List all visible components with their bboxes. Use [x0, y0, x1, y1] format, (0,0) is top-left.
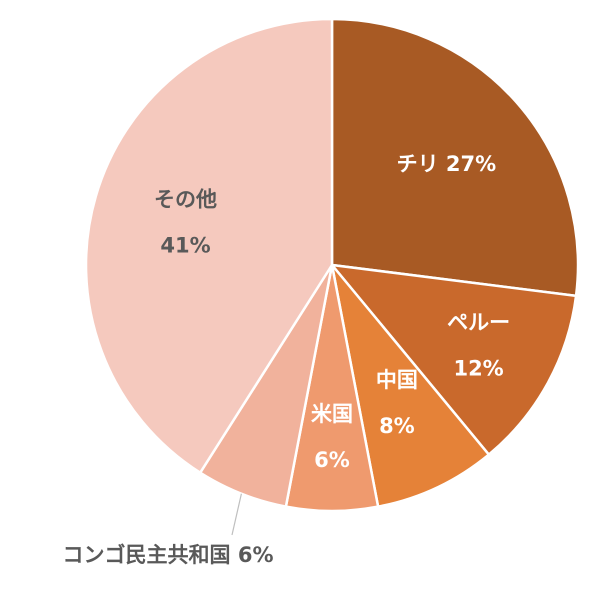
slice-label-2-line-1: 中国 [376, 368, 418, 392]
pie-slice-0 [330, 17, 580, 298]
pie-slice-1 [329, 263, 578, 457]
slice-label-2-line-2: 8% [379, 414, 415, 438]
slice-label-1-line-2: 12% [453, 357, 503, 381]
slice-label-0-line-1: チリ 27% [397, 152, 497, 176]
pie-labels: チリ 27% ペルー 12% 中国 8% 米国 6% コンゴ民主共和国 6% その他 41% [63, 152, 511, 567]
slice-label-1-line-1: ペルー [447, 311, 510, 335]
slice-label-5-line-2: 41% [160, 233, 210, 257]
pie-slice-2 [330, 264, 491, 509]
slice-label-4-outside: コンゴ民主共和国 6% [63, 543, 274, 567]
pie-slices [84, 17, 580, 513]
slice-label-5-line-1: その他 [154, 187, 217, 211]
slice-label-3-line-2: 6% [314, 448, 350, 472]
slice-label-3-line-1: 米国 [311, 402, 353, 426]
leader-line-4 [231, 493, 242, 536]
pie-slice-5 [84, 17, 334, 475]
